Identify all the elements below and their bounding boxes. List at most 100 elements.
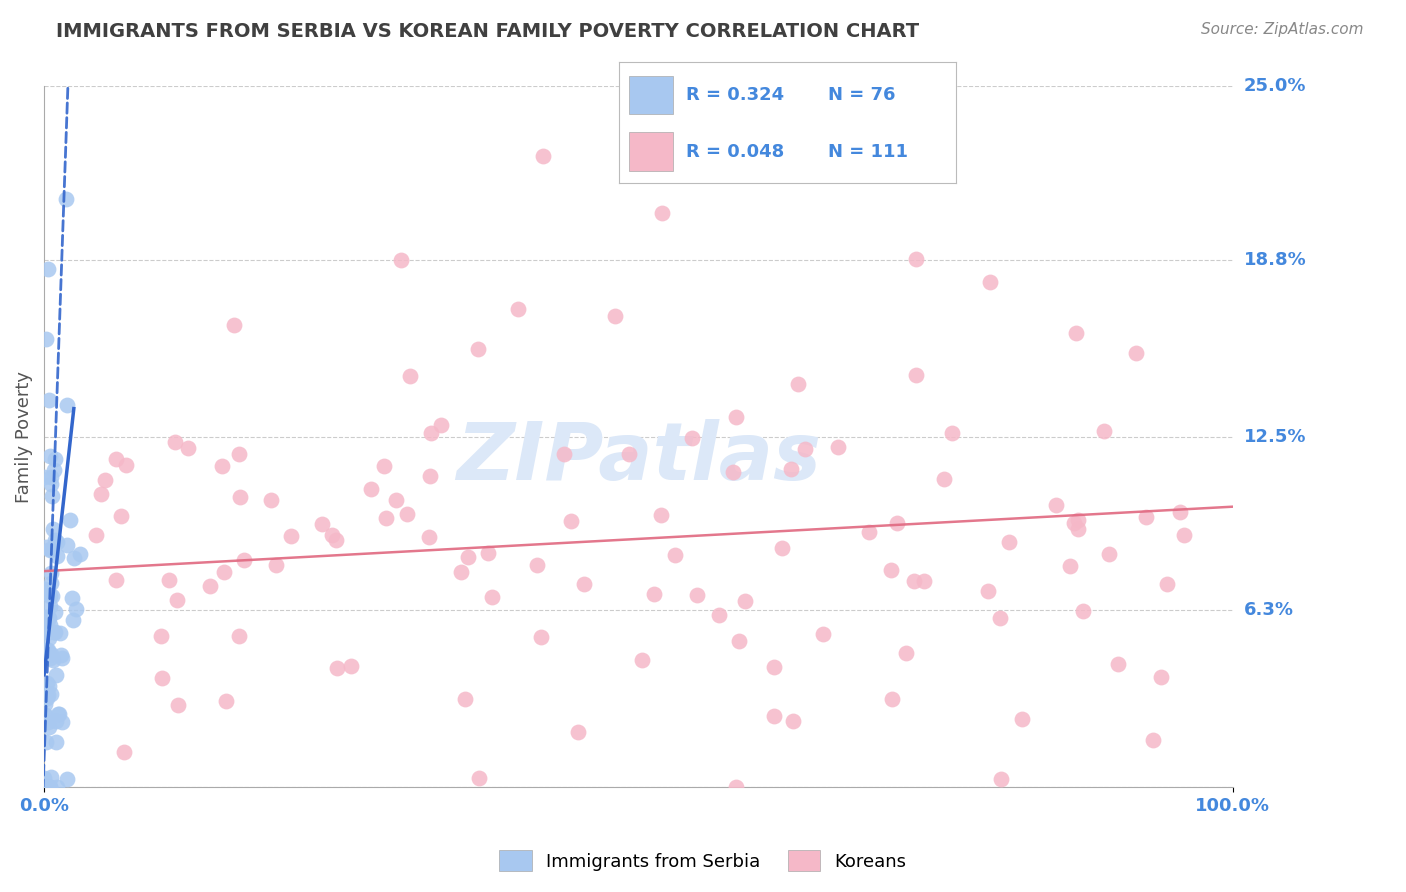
Point [914, 574, 936, 588]
Point [259, 492, 281, 507]
Point [264, 558, 287, 572]
Point [211, 459, 233, 474]
Point [38, 624, 60, 639]
Point [45, 735, 67, 749]
Text: 12.5%: 12.5% [1244, 427, 1306, 446]
Point [212, 565, 235, 579]
Point [44, 463, 66, 477]
Point [325, 533, 347, 547]
Point [794, 442, 817, 457]
Point [42, 653, 65, 667]
Point [229, 490, 252, 504]
Point [35, 735, 58, 749]
Point [1168, 504, 1191, 518]
Point [39, 687, 62, 701]
Point [34, 780, 56, 794]
Point [149, 629, 172, 643]
Point [41, 589, 63, 603]
Point [419, 469, 441, 483]
Point [41, 770, 63, 784]
Point [979, 275, 1001, 289]
Point [39, 651, 62, 665]
Point [1156, 577, 1178, 591]
Point [34, 772, 56, 786]
Point [215, 694, 238, 708]
Point [326, 661, 349, 675]
Point [150, 671, 173, 685]
Point [44, 624, 66, 639]
Point [1173, 528, 1195, 542]
Point [880, 692, 903, 706]
Point [233, 553, 256, 567]
Point [38, 393, 60, 408]
Point [340, 659, 363, 673]
Point [55, 538, 77, 552]
Point [724, 780, 747, 794]
Point [46, 706, 69, 721]
Point [56, 772, 79, 786]
Point [763, 660, 786, 674]
Point [526, 558, 548, 572]
Point [734, 594, 756, 608]
Point [1063, 516, 1085, 530]
Point [105, 452, 128, 467]
Point [420, 425, 443, 440]
Point [51, 648, 73, 662]
Point [827, 440, 849, 454]
Text: R = 0.324: R = 0.324 [686, 86, 785, 104]
Point [762, 709, 785, 723]
Point [39, 575, 62, 590]
Point [35, 541, 58, 555]
Point [280, 529, 302, 543]
Point [39, 449, 62, 463]
Point [165, 435, 187, 450]
Point [115, 458, 138, 472]
Point [51, 650, 73, 665]
Text: N = 111: N = 111 [828, 143, 908, 161]
Point [681, 431, 703, 445]
Text: ZIPatlas: ZIPatlas [456, 418, 821, 497]
Point [429, 417, 451, 432]
Point [321, 528, 343, 542]
Point [198, 579, 221, 593]
Point [396, 508, 419, 522]
Point [707, 608, 730, 623]
Point [84, 528, 107, 542]
Text: R = 0.048: R = 0.048 [686, 143, 785, 161]
Point [44, 533, 66, 547]
Point [603, 309, 626, 323]
Point [477, 546, 499, 560]
Point [58, 512, 80, 526]
Point [894, 646, 917, 660]
Point [399, 368, 422, 383]
Point [110, 509, 132, 524]
Point [69, 548, 91, 562]
Point [385, 492, 408, 507]
Point [34, 697, 56, 711]
Point [1071, 604, 1094, 618]
Point [723, 465, 745, 479]
Point [90, 486, 112, 500]
Point [450, 565, 472, 579]
Point [977, 583, 1000, 598]
Point [858, 524, 880, 539]
Point [553, 448, 575, 462]
Point [905, 368, 928, 383]
Point [990, 772, 1012, 787]
Point [37, 676, 59, 690]
Point [38, 632, 60, 646]
Point [1092, 424, 1115, 438]
Point [177, 442, 200, 456]
Point [62, 614, 84, 628]
Text: IMMIGRANTS FROM SERBIA VS KOREAN FAMILY POVERTY CORRELATION CHART: IMMIGRANTS FROM SERBIA VS KOREAN FAMILY … [56, 22, 920, 41]
Point [46, 780, 69, 794]
Point [311, 516, 333, 531]
Point [35, 691, 58, 706]
Point [34, 582, 56, 596]
Point [39, 543, 62, 558]
Point [38, 780, 60, 794]
Point [727, 634, 749, 648]
Point [770, 541, 793, 555]
Point [1067, 513, 1090, 527]
Text: 18.8%: 18.8% [1244, 252, 1306, 269]
